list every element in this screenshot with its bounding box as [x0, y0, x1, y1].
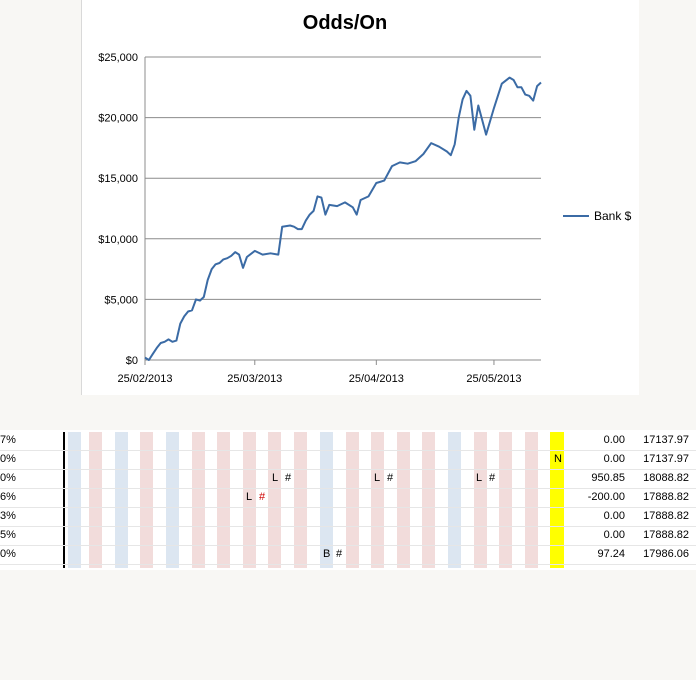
percent-cell: 7%	[0, 434, 16, 446]
percent-cell: 6%	[0, 491, 16, 503]
chart-panel: Odds/On $0 $5,000 $10,000 $15,000 $20,000 $25…	[81, 0, 639, 395]
column-stripe	[68, 432, 81, 568]
table-row: 0% 0.00 17137.97	[0, 451, 696, 470]
cell-hash: #	[387, 472, 394, 484]
percent-cell: 3%	[0, 510, 16, 522]
chart-title: Odds/On	[302, 12, 388, 34]
table-row: 0% 950.85 18088.82	[0, 470, 696, 489]
column-stripe	[166, 432, 179, 568]
balance-cell: 17888.82	[643, 491, 689, 503]
balance-cell: 17137.97	[643, 453, 689, 465]
amount-cell: 0.00	[603, 434, 625, 446]
vertical-divider	[63, 432, 65, 568]
legend-label: Bank $	[594, 209, 632, 223]
cell-hash: #	[336, 548, 343, 560]
column-stripe	[243, 432, 256, 568]
balance-cell: 17888.82	[643, 510, 689, 522]
cell-l: L	[246, 491, 253, 503]
column-stripe	[371, 432, 384, 568]
column-stripe	[294, 432, 307, 568]
cell-hash-red: #	[259, 491, 266, 503]
cell-b: B	[323, 548, 331, 560]
column-stripe	[268, 432, 281, 568]
amount-cell: 950.85	[591, 472, 625, 484]
y-tick-label: $10,000	[98, 234, 138, 246]
cell-hash: #	[285, 472, 292, 484]
percent-cell: 5%	[0, 529, 16, 541]
y-tick-label: $5,000	[104, 294, 138, 306]
y-tick-label: $0	[126, 355, 138, 367]
amount-cell: 97.24	[597, 548, 625, 560]
x-tick-label: 25/02/2013	[117, 373, 172, 385]
cell-l: L	[476, 472, 483, 484]
column-stripe	[499, 432, 512, 568]
column-stripe	[397, 432, 410, 568]
balance-cell: 17137.97	[643, 434, 689, 446]
cell-n: N	[554, 453, 562, 465]
balance-cell: 17986.06	[643, 548, 689, 560]
legend-line-swatch	[563, 215, 589, 217]
column-stripe	[448, 432, 461, 568]
amount-cell: 0.00	[603, 510, 625, 522]
y-tick-label: $20,000	[98, 113, 138, 125]
x-tick-label: 25/03/2013	[227, 373, 282, 385]
column-stripe	[140, 432, 153, 568]
column-stripe	[474, 432, 487, 568]
cell-hash: #	[489, 472, 496, 484]
table-row: 7% 0.00 17137.97	[0, 432, 696, 451]
percent-cell: 0%	[0, 453, 16, 465]
column-stripe	[422, 432, 435, 568]
table-row: 5% 0.00 17888.82	[0, 527, 696, 546]
series-line-bank	[144, 76, 542, 361]
percent-cell: 0%	[0, 472, 16, 484]
spreadsheet-grid: 7% 0.00 17137.97 0% 0.00 17137.97 0% 950.85 1808…	[0, 430, 696, 570]
balance-cell: 17888.82	[643, 529, 689, 541]
amount-cell: 0.00	[603, 453, 625, 465]
column-stripe	[115, 432, 128, 568]
table-row: 3% 0.00 17888.82	[0, 508, 696, 527]
chart-legend: Bank $	[563, 209, 631, 223]
column-stripe	[525, 432, 538, 568]
line-chart: $0 $5,000 $10,000 $15,000 $20,000 $25,000 25/0…	[98, 52, 542, 385]
x-tick-label: 25/04/2013	[349, 373, 404, 385]
amount-cell: -200.00	[587, 491, 625, 503]
column-stripe	[89, 432, 102, 568]
column-stripe	[192, 432, 205, 568]
y-tick-label: $15,000	[98, 173, 138, 185]
cell-l: L	[374, 472, 381, 484]
table-row: 0% 97.24 17986.06	[0, 546, 696, 565]
chart-area	[81, 0, 639, 395]
amount-cell: 0.00	[603, 529, 625, 541]
percent-cell: 0%	[0, 548, 16, 560]
balance-cell: 18088.82	[643, 472, 689, 484]
y-tick-label: $25,000	[98, 52, 138, 64]
column-stripe	[320, 432, 333, 568]
table-row: 6% -200.00 17888.82	[0, 489, 696, 508]
column-stripe	[346, 432, 359, 568]
highlight-column	[550, 432, 564, 568]
cell-l: L	[272, 472, 279, 484]
x-tick-label: 25/05/2013	[466, 373, 521, 385]
column-stripe	[217, 432, 230, 568]
